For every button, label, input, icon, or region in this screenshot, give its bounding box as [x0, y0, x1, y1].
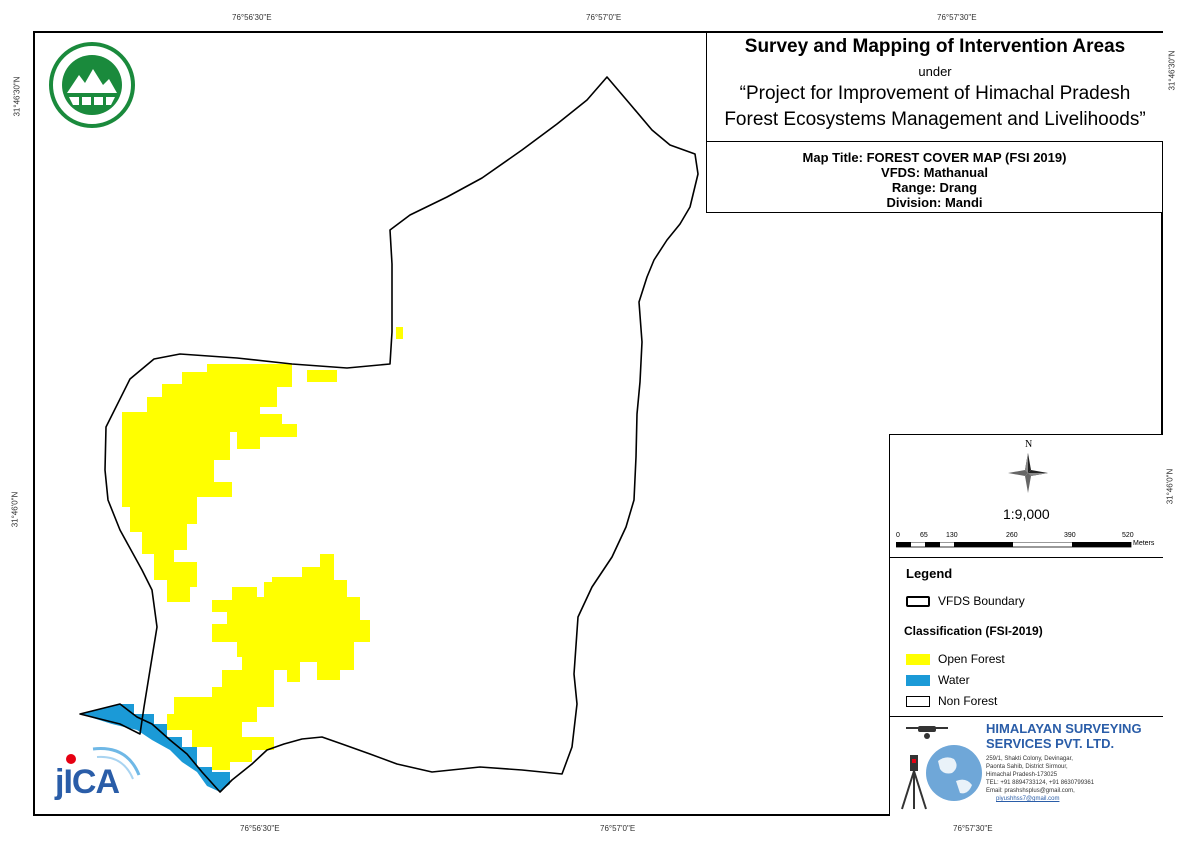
legend-item-water: Water: [906, 673, 970, 687]
map-info-block: Map Title: FOREST COVER MAP (FSI 2019) V…: [706, 142, 1162, 213]
company-address: 259/1, Shakti Colony, Devinagar, Paonta …: [986, 755, 1094, 803]
coord-top-1: 76°56'30"E: [232, 13, 272, 22]
open-forest-area: [122, 327, 403, 770]
address-line1: 259/1, Shakti Colony, Devinagar,: [986, 756, 1073, 762]
division-name: Division: Mandi: [886, 195, 983, 210]
hp-forest-logo: [49, 42, 135, 128]
side-panel: N 1:9,000 0 65 130 260 390 520 Meters: [889, 434, 1163, 816]
classification-title: Classification (FSI-2019): [904, 624, 1043, 638]
coord-bottom-1: 76°56'30"E: [240, 824, 280, 833]
vfds-name: VFDS: Mathanual: [881, 165, 988, 180]
legend-label-water: Water: [938, 673, 970, 687]
water-area: [80, 704, 230, 792]
legend-label-non-forest: Non Forest: [938, 694, 998, 708]
north-label: N: [1025, 439, 1033, 450]
title-block: Survey and Mapping of Intervention Areas…: [706, 33, 1163, 142]
map-title: Map Title: FOREST COVER MAP (FSI 2019): [802, 150, 1067, 165]
scale-tick-130: 130: [946, 532, 958, 539]
scale-ratio: 1:9,000: [1003, 506, 1050, 522]
legend: Legend VFDS Boundary Classification (FSI…: [890, 558, 1163, 717]
range-name: Range: Drang: [891, 180, 978, 195]
company-name: HIMALAYAN SURVEYING SERVICES PVT. LTD.: [986, 721, 1142, 751]
legend-title: Legend: [906, 566, 953, 581]
scale-bar-segments: [896, 542, 1132, 548]
scale-bar: 0 65 130 260 390 520 Meters: [890, 532, 1163, 552]
project-line-1: “Project for Improvement of Himachal Pra…: [739, 83, 1131, 104]
company-email-1: Email: prashshsplus@gmail.com,: [986, 788, 1075, 794]
scale-unit: Meters: [1133, 540, 1155, 547]
under-text: under: [918, 64, 952, 79]
scale-tick-65: 65: [920, 532, 928, 539]
scale-tick-260: 260: [1006, 532, 1018, 539]
non-forest-swatch: [906, 695, 930, 707]
open-forest-swatch: [906, 653, 930, 665]
scale-tick-0: 0: [896, 532, 900, 539]
jica-logo-text: jICA: [55, 763, 120, 801]
scale-area: N 1:9,000 0 65 130 260 390 520 Meters: [890, 435, 1163, 558]
company-name-line2: SERVICES PVT. LTD.: [986, 736, 1115, 751]
legend-item-open-forest: Open Forest: [906, 652, 1005, 666]
scale-tick-520: 520: [1122, 532, 1134, 539]
boundary-swatch: [906, 595, 930, 607]
coord-left-2: 31°46'0"N: [10, 491, 20, 528]
company-email-2[interactable]: piyushhss7@gmail.com: [996, 796, 1060, 802]
legend-item-non-forest: Non Forest: [906, 694, 997, 708]
coord-top-2: 76°57'0"E: [586, 13, 622, 22]
coord-right-1: 31°46'30"N: [1167, 50, 1177, 91]
main-title: Survey and Mapping of Intervention Areas: [744, 36, 1126, 57]
company-name-line1: HIMALAYAN SURVEYING: [986, 721, 1142, 736]
legend-label-boundary: VFDS Boundary: [938, 594, 1025, 608]
jica-logo-swoosh: [66, 747, 141, 780]
coord-bottom-3: 76°57'30"E: [953, 824, 993, 833]
vfds-boundary[interactable]: [79, 76, 699, 793]
address-line3: Himachal Pradesh-173025: [986, 772, 1058, 778]
water-swatch: [906, 674, 930, 686]
scale-tick-390: 390: [1064, 532, 1076, 539]
map-canvas[interactable]: [35, 33, 1161, 814]
jica-logo: jICA: [53, 745, 143, 811]
company-logo: [901, 726, 982, 810]
legend-item-boundary: VFDS Boundary: [906, 594, 1025, 608]
north-arrow-icon: [1008, 453, 1048, 493]
company-phone: TEL: +91 8894733124, +91 8630799361: [986, 780, 1095, 786]
address-line2: Paonta Sahib, District Sirmour,: [986, 764, 1068, 770]
coord-left-1: 31°46'30"N: [12, 76, 22, 117]
coord-right-2: 31°46'0"N: [1165, 468, 1175, 505]
legend-label-open-forest: Open Forest: [938, 652, 1005, 666]
coord-bottom-2: 76°57'0"E: [600, 824, 636, 833]
project-line-2: Forest Ecosystems Management and Livelih…: [724, 109, 1146, 130]
company-block: HIMALAYAN SURVEYING SERVICES PVT. LTD. 2…: [890, 717, 1163, 816]
coord-top-3: 76°57'30"E: [937, 13, 977, 22]
